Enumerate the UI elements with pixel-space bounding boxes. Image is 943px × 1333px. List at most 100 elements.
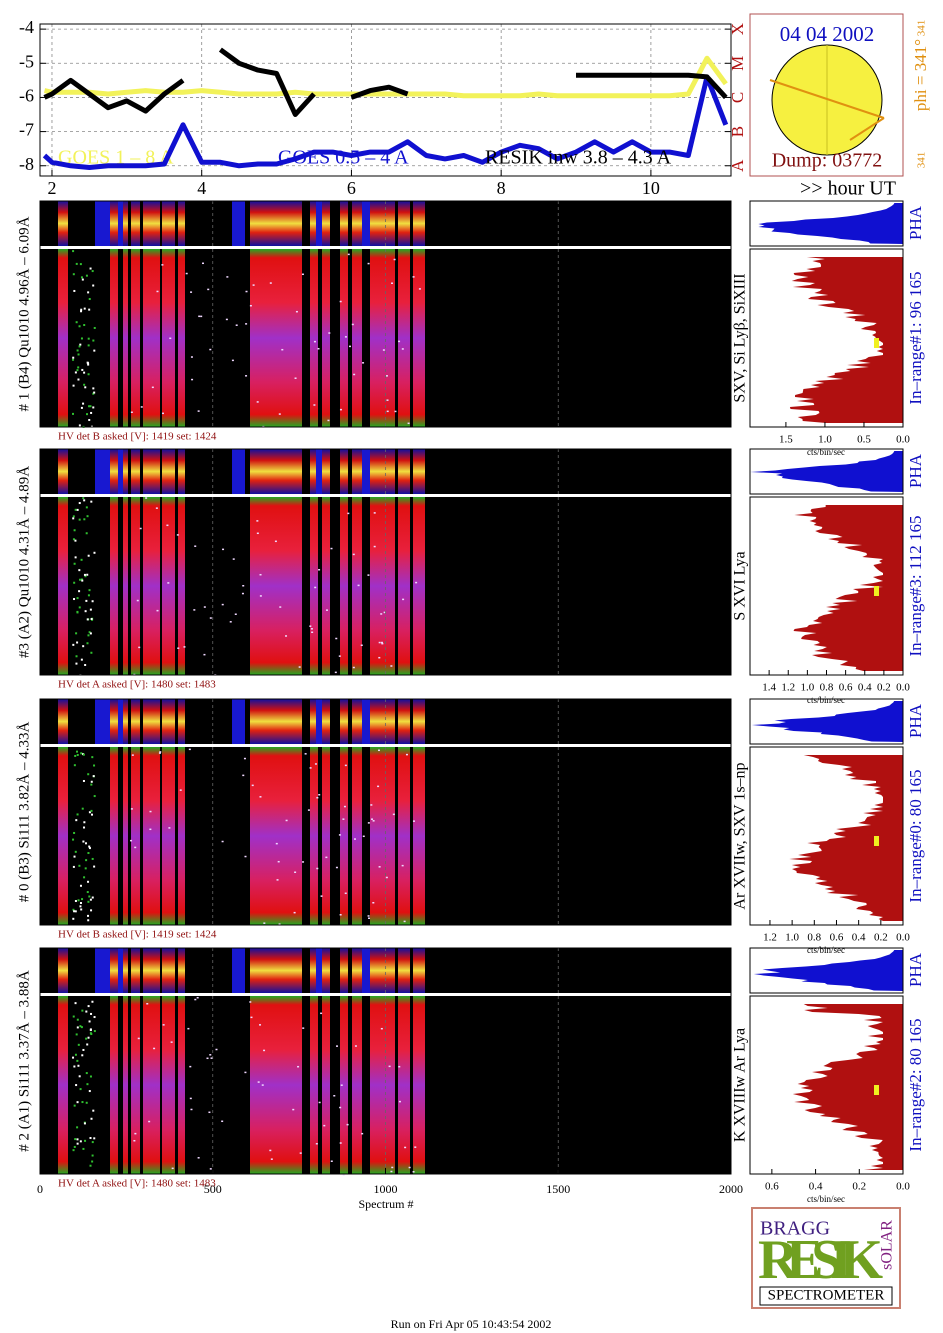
speckle <box>405 753 408 756</box>
strip-blue <box>316 699 322 744</box>
spectrogram-band <box>123 747 185 925</box>
speckle <box>263 1049 266 1052</box>
y2-tick-label: X <box>728 23 747 35</box>
speckle <box>301 273 304 276</box>
speckle <box>72 517 75 520</box>
strip-blue <box>316 201 322 246</box>
speckle <box>398 1100 401 1103</box>
speckle <box>323 1124 326 1127</box>
speckle <box>229 621 232 623</box>
speckle <box>88 1090 91 1093</box>
speckle <box>89 632 92 635</box>
speckle <box>88 895 91 898</box>
speckle <box>88 308 91 311</box>
spectrogram-band <box>58 747 68 925</box>
speckle <box>73 1104 76 1107</box>
speckle <box>90 651 93 654</box>
histogram-tick-label: 0.0 <box>896 682 910 694</box>
spectrogram-gap <box>140 249 143 427</box>
speckle <box>80 558 83 561</box>
histogram-unit: cts/bin/sec <box>807 695 845 705</box>
speckle <box>245 323 248 325</box>
spectrogram-gap <box>160 497 162 675</box>
x-tick-label: 2000 <box>719 1182 743 1196</box>
detector-label: # 2 (A1) Si111 3.37Å – 3.88Å <box>16 970 32 1152</box>
histogram-tick-label: 0.8 <box>807 932 821 944</box>
speckle <box>87 900 90 903</box>
speckle <box>412 1171 415 1173</box>
speckle <box>78 590 81 593</box>
strip-band <box>322 449 330 494</box>
speckle <box>231 359 234 362</box>
speckle <box>244 1071 247 1074</box>
speckle <box>73 1065 76 1068</box>
speckle <box>316 867 319 870</box>
speckle <box>242 585 245 587</box>
speckle <box>93 391 96 394</box>
spectrogram-band <box>340 497 348 675</box>
speckle <box>208 1111 211 1114</box>
strip-gap <box>160 699 162 744</box>
spectrogram-band <box>352 747 362 925</box>
speckle <box>90 617 93 620</box>
histogram-tick-label: 1.2 <box>763 932 777 944</box>
speckle <box>342 1173 345 1176</box>
speckle <box>91 756 94 759</box>
speckle <box>292 1108 295 1111</box>
speckle <box>78 578 81 581</box>
speckle <box>189 1065 192 1068</box>
speckle <box>167 582 170 584</box>
pha-frame <box>749 698 904 745</box>
spectrogram-band <box>310 497 318 675</box>
speckle <box>83 1122 86 1125</box>
spectrogram-band <box>352 497 362 675</box>
speckle <box>295 310 298 313</box>
speckle <box>354 1045 357 1047</box>
strip-gap <box>160 449 162 494</box>
speckle <box>259 573 262 576</box>
speckle <box>80 908 83 911</box>
speckle <box>232 558 235 560</box>
speckle <box>75 1084 78 1087</box>
speckle <box>407 422 410 425</box>
spectrogram-band <box>340 747 348 925</box>
speckle <box>92 387 95 390</box>
pha-label: PHA <box>906 703 925 738</box>
strip-band <box>110 449 118 494</box>
orientation-arrow <box>849 117 885 141</box>
speckle <box>91 270 94 273</box>
speckle <box>81 1009 84 1012</box>
speckle <box>76 1059 79 1062</box>
logo-solar: sOLAR <box>879 1220 896 1270</box>
strip-band <box>322 201 330 246</box>
speckle <box>84 867 87 870</box>
speckle <box>335 1045 338 1047</box>
histogram-marker <box>874 338 879 348</box>
spectrogram-band <box>58 497 68 675</box>
strip-band <box>340 948 348 993</box>
speckle <box>190 1108 193 1111</box>
spectrogram-band <box>250 249 302 427</box>
speckle <box>82 497 85 500</box>
histogram-unit: cts/bin/sec <box>807 1194 845 1204</box>
speckle <box>85 274 88 277</box>
speckle <box>78 325 81 328</box>
x-tick-label: 0 <box>37 1182 43 1196</box>
speckle <box>334 671 337 674</box>
speckle <box>91 600 94 603</box>
speckle <box>367 915 370 917</box>
speckle <box>87 344 90 347</box>
speckle <box>347 253 350 256</box>
spectrogram-band <box>123 497 185 675</box>
speckle <box>76 753 79 756</box>
speckle <box>386 399 389 401</box>
strip-band <box>123 201 185 246</box>
x-tick-label: 10 <box>642 178 660 198</box>
speckle <box>90 1117 93 1120</box>
sun-box <box>749 13 904 177</box>
histogram-tick-label: 0.8 <box>820 682 834 694</box>
strip-gap <box>410 699 413 744</box>
y-tick-label: -6 <box>19 86 34 106</box>
histogram-tick-label: 0.6 <box>830 932 844 944</box>
strip-band <box>352 449 362 494</box>
